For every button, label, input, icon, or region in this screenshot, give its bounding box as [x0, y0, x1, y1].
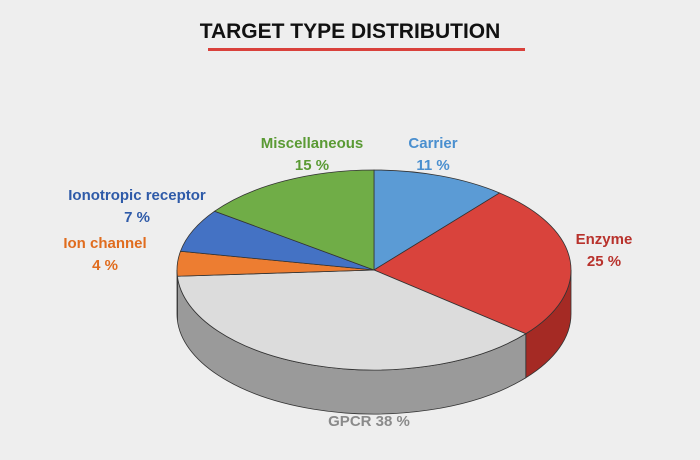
pie-label-carrier: Carrier 11 %: [408, 135, 457, 174]
pie-tops: [176, 169, 572, 371]
title-underline: [208, 48, 525, 51]
pie-label-ion-channel: Ion channel 4 %: [63, 235, 146, 274]
pie-labels: Carrier 11 % Enzyme 25 % GPCR 38 % Ion channe…: [63, 135, 632, 430]
pie-label-name: Ion channel: [63, 235, 146, 252]
pie-slice-carrier: [373, 169, 500, 271]
pie-slice-miscellaneous: [214, 169, 375, 271]
pie-slice-gpcr: [176, 269, 527, 371]
pie-label-name: Carrier: [408, 135, 457, 152]
pie-label-value: 25 %: [587, 253, 621, 270]
pie-label-name: Ionotropic receptor: [68, 187, 206, 204]
pie-label-ionotropic-receptor: Ionotropic receptor 7 %: [68, 187, 206, 226]
pie-label-value: 4 %: [92, 257, 118, 274]
pie-label-name: Enzyme: [576, 231, 633, 248]
pie-label-value: 11 %: [416, 157, 449, 174]
pie-label-gpcr: GPCR 38 %: [328, 413, 410, 430]
chart-title: TARGET TYPE DISTRIBUTION: [199, 20, 501, 43]
pie-label-enzyme: Enzyme 25 %: [576, 231, 633, 270]
pie-label-value: 7 %: [124, 209, 150, 226]
pie-label-miscellaneous: Miscellaneous 15 %: [261, 135, 364, 174]
pie-label-name: Miscellaneous: [261, 135, 364, 152]
pie-label-value: 15 %: [295, 157, 329, 174]
pie-slice-enzyme: [373, 192, 572, 335]
